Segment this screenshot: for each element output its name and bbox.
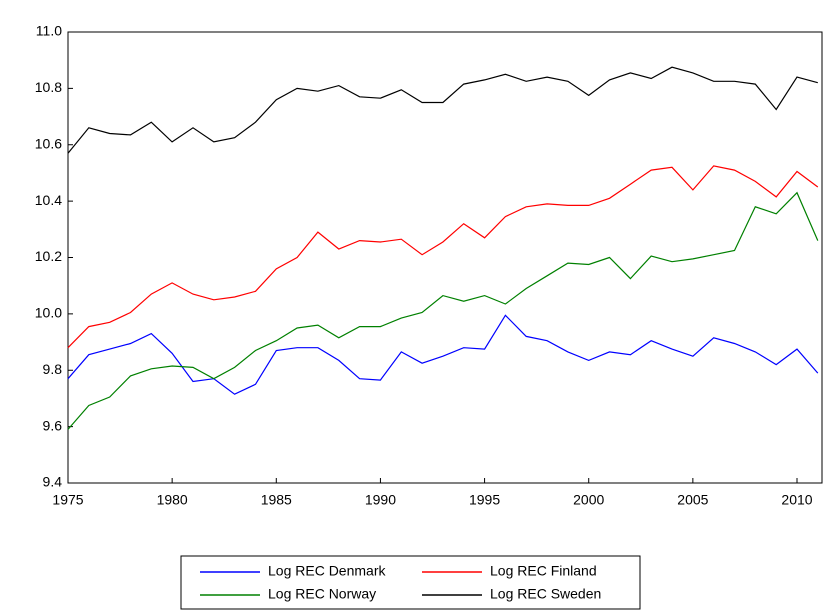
series-line	[67, 66, 818, 154]
y-tick-label: 9.6	[43, 417, 63, 433]
legend-label: Log REC Norway	[268, 586, 376, 602]
legend-label: Log REC Finland	[490, 563, 597, 579]
x-tick-label: 2005	[677, 492, 708, 508]
x-tick-label: 1985	[261, 492, 292, 508]
legend-label: Log REC Denmark	[268, 563, 386, 579]
y-tick-label: 10.0	[35, 305, 62, 321]
plot-frame	[67, 31, 823, 484]
y-tick-label: 9.4	[43, 474, 63, 490]
series-line	[67, 191, 819, 430]
x-tick-label: 2010	[781, 492, 812, 508]
y-tick-label: 10.2	[35, 248, 62, 264]
y-tick-label: 9.8	[43, 361, 63, 377]
legend-box	[180, 555, 641, 610]
series-line	[67, 165, 819, 349]
x-tick-label: 1990	[365, 492, 396, 508]
x-tick-label: 1980	[157, 492, 188, 508]
x-tick-label: 2000	[573, 492, 604, 508]
y-tick-label: 10.6	[35, 135, 62, 151]
y-tick-label: 10.8	[35, 79, 62, 95]
legend-label: Log REC Sweden	[490, 586, 601, 602]
series-line	[67, 314, 819, 395]
x-tick-label: 1975	[52, 492, 83, 508]
legend: Log REC Denmark Log REC Finland Log REC No…	[180, 555, 641, 610]
y-tick-label: 10.4	[35, 192, 62, 208]
x-tick-label: 1995	[469, 492, 500, 508]
y-tick-label: 11.0	[36, 23, 62, 39]
